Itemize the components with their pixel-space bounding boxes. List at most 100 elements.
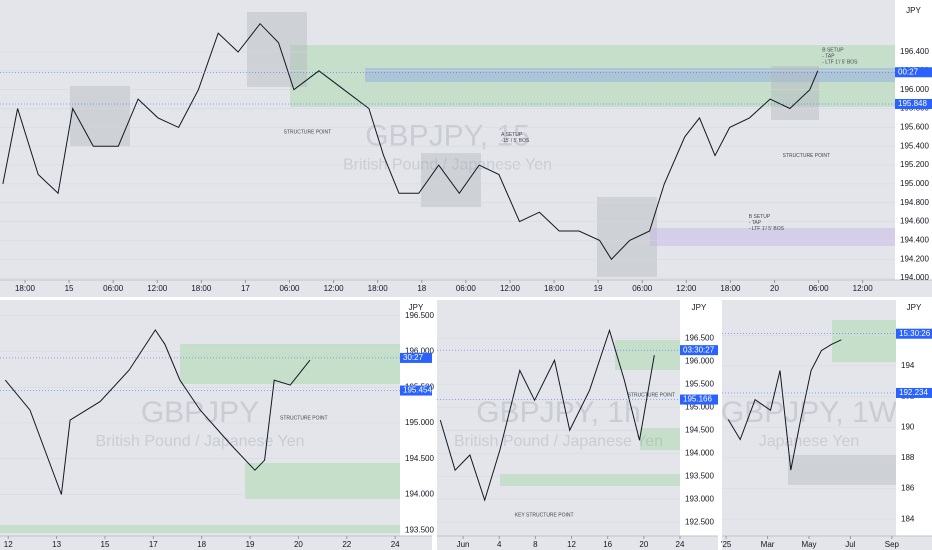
x-tick-label: 06:00	[809, 284, 830, 293]
zone	[650, 228, 896, 246]
zones	[0, 12, 896, 533]
price-axis	[400, 297, 432, 536]
y-tick-label: 195.000	[685, 402, 714, 411]
y-tick-label: 195.500	[685, 379, 714, 388]
x-tick-label: 8	[533, 540, 538, 549]
x-tick-label: 19	[594, 284, 603, 293]
panel	[0, 0, 932, 297]
annotation: STRUCTURE POINT	[280, 415, 328, 421]
x-tick-label: 12	[4, 540, 13, 549]
x-tick-label: 24	[676, 540, 685, 549]
x-tick-label: 18:00	[191, 284, 212, 293]
y-tick-label: 190	[901, 422, 915, 431]
x-tick-label: 12:00	[147, 284, 168, 293]
panel	[0, 300, 432, 550]
x-tick-label: 17	[241, 284, 250, 293]
price-tag	[680, 394, 718, 405]
price-axis	[680, 297, 718, 536]
annotation: B SETUP	[822, 47, 844, 53]
plot: GBPJPY, 1h British Pound / Japanese Yen ST…	[437, 328, 680, 523]
panel	[437, 300, 718, 550]
y-tick-label: 196.000	[900, 85, 929, 94]
x-tick-label: 12:00	[324, 284, 345, 293]
price-tag	[895, 67, 932, 78]
x-tick-label: May	[801, 540, 816, 549]
price-line	[727, 339, 842, 471]
price-tag-label: 195.166	[683, 395, 712, 404]
x-tick-label: Jun	[457, 540, 470, 549]
zone	[247, 12, 307, 87]
annotation: - LTF 1'/ 5' BOS	[822, 59, 858, 65]
y-tick-label: 196.500	[405, 311, 434, 320]
annotation: - LTF 1'/ 5' BOS	[749, 226, 785, 232]
watermark: British Pound / Japanese Yen	[454, 433, 663, 450]
currency-label: JPY	[409, 303, 424, 312]
zone	[640, 428, 680, 450]
price-tag	[680, 345, 718, 356]
price-tag	[896, 387, 932, 398]
currency-label: JPY	[692, 303, 707, 312]
x-tick-label: 06:00	[632, 284, 653, 293]
price-tag-label: 192.234	[899, 388, 928, 397]
y-tick-label: 196.000	[685, 356, 714, 365]
x-tick-label: 20	[639, 540, 648, 549]
y-tick-label: 193.000	[685, 494, 714, 503]
zone	[832, 320, 896, 362]
y-tick-label: 195.400	[900, 141, 929, 150]
x-tick-label: 06:00	[456, 284, 477, 293]
x-tick-label: 12	[567, 540, 576, 549]
plot: GBPJPY, 1W Japanese Yen	[722, 333, 896, 520]
y-tick-label: 195.600	[900, 122, 929, 131]
zone	[615, 340, 680, 370]
price-tag-label: 195.848	[898, 99, 927, 108]
x-tick-label: 18	[417, 284, 426, 293]
x-tick-label: 18:00	[15, 284, 36, 293]
price-tag-label: 00:27	[898, 67, 919, 76]
price-line	[2, 22, 819, 261]
x-tick-label: Mar	[761, 540, 775, 549]
y-tick-label: 186	[901, 484, 915, 493]
y-tick-label: 194.600	[900, 217, 929, 226]
zone	[421, 153, 481, 207]
zone	[597, 197, 657, 277]
currency-label: JPY	[906, 6, 921, 15]
y-tick-label: 195.000	[405, 418, 434, 427]
annotation: - TAP	[749, 220, 762, 226]
watermark: GBPJPY, 1h	[476, 396, 641, 429]
watermark: GBPJPY	[141, 396, 259, 429]
y-tick-label: 194.000	[405, 490, 434, 499]
y-tick-label: 184	[901, 514, 915, 523]
y-tick-label: 196.500	[685, 333, 714, 342]
price-tag	[895, 99, 932, 110]
price-tag-label: 195.454	[403, 386, 432, 395]
price-tag	[400, 385, 432, 396]
annotation: KEY STRUCTURE POINT	[515, 513, 574, 519]
x-tick-label: 06:00	[279, 284, 300, 293]
x-tick-label: 20	[770, 284, 779, 293]
x-tick-label: Sep	[885, 540, 900, 549]
watermark: GBPJPY, 15	[365, 119, 530, 152]
y-tick-label: 194.800	[900, 198, 929, 207]
price-tag	[400, 352, 432, 363]
annotation: - TAP	[822, 53, 835, 59]
y-tick-label: 193.500	[685, 471, 714, 480]
zone	[500, 474, 680, 486]
y-tick-label: 194.000	[685, 448, 714, 457]
x-tick-label: 12:00	[853, 284, 874, 293]
watermark: British Pound / Japanese Yen	[95, 433, 304, 450]
x-tick-label: 4	[497, 540, 502, 549]
y-tick-label: 196.400	[900, 47, 929, 56]
x-tick-label: Jul	[845, 540, 855, 549]
zone	[365, 68, 896, 82]
y-tick-label: 193.500	[405, 525, 434, 534]
x-tick-label: 16	[603, 540, 612, 549]
y-tick-label: 194	[901, 361, 915, 370]
x-tick-label: 15	[101, 540, 110, 549]
x-tick-label: 19	[246, 540, 255, 549]
zone	[290, 45, 896, 107]
y-tick-label: 194.500	[405, 454, 434, 463]
zone	[0, 525, 400, 533]
zone	[180, 344, 400, 384]
y-tick-label: 194.500	[685, 425, 714, 434]
